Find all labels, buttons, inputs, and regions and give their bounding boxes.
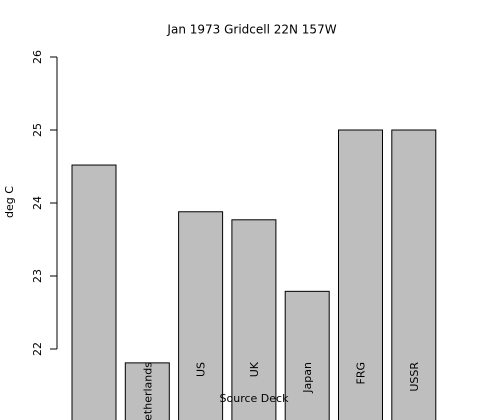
x-tick-label: UK [248,361,261,377]
y-tick-label: 22 [31,342,44,356]
bar [124,362,170,420]
x-tick-label: USSR [408,362,421,392]
bar [71,164,117,420]
bar [284,290,330,420]
y-axis-label: deg C [3,186,16,218]
y-tick-label: 24 [31,196,44,210]
y-tick-label: 26 [31,50,44,64]
x-tick-label: Netherlands [141,362,154,420]
bar [338,129,383,420]
bar [231,219,277,420]
y-tick-label: 23 [31,269,44,283]
x-axis-label: Source Deck [220,392,290,405]
x-tick-label: US [195,362,208,377]
y-tick-label: 25 [31,123,44,137]
bar [391,129,437,420]
x-tick-label: FRG [355,362,368,385]
bar [178,211,224,420]
chart-title: Jan 1973 Gridcell 22N 157W [166,23,336,37]
x-tick-label: Japan [301,362,314,394]
